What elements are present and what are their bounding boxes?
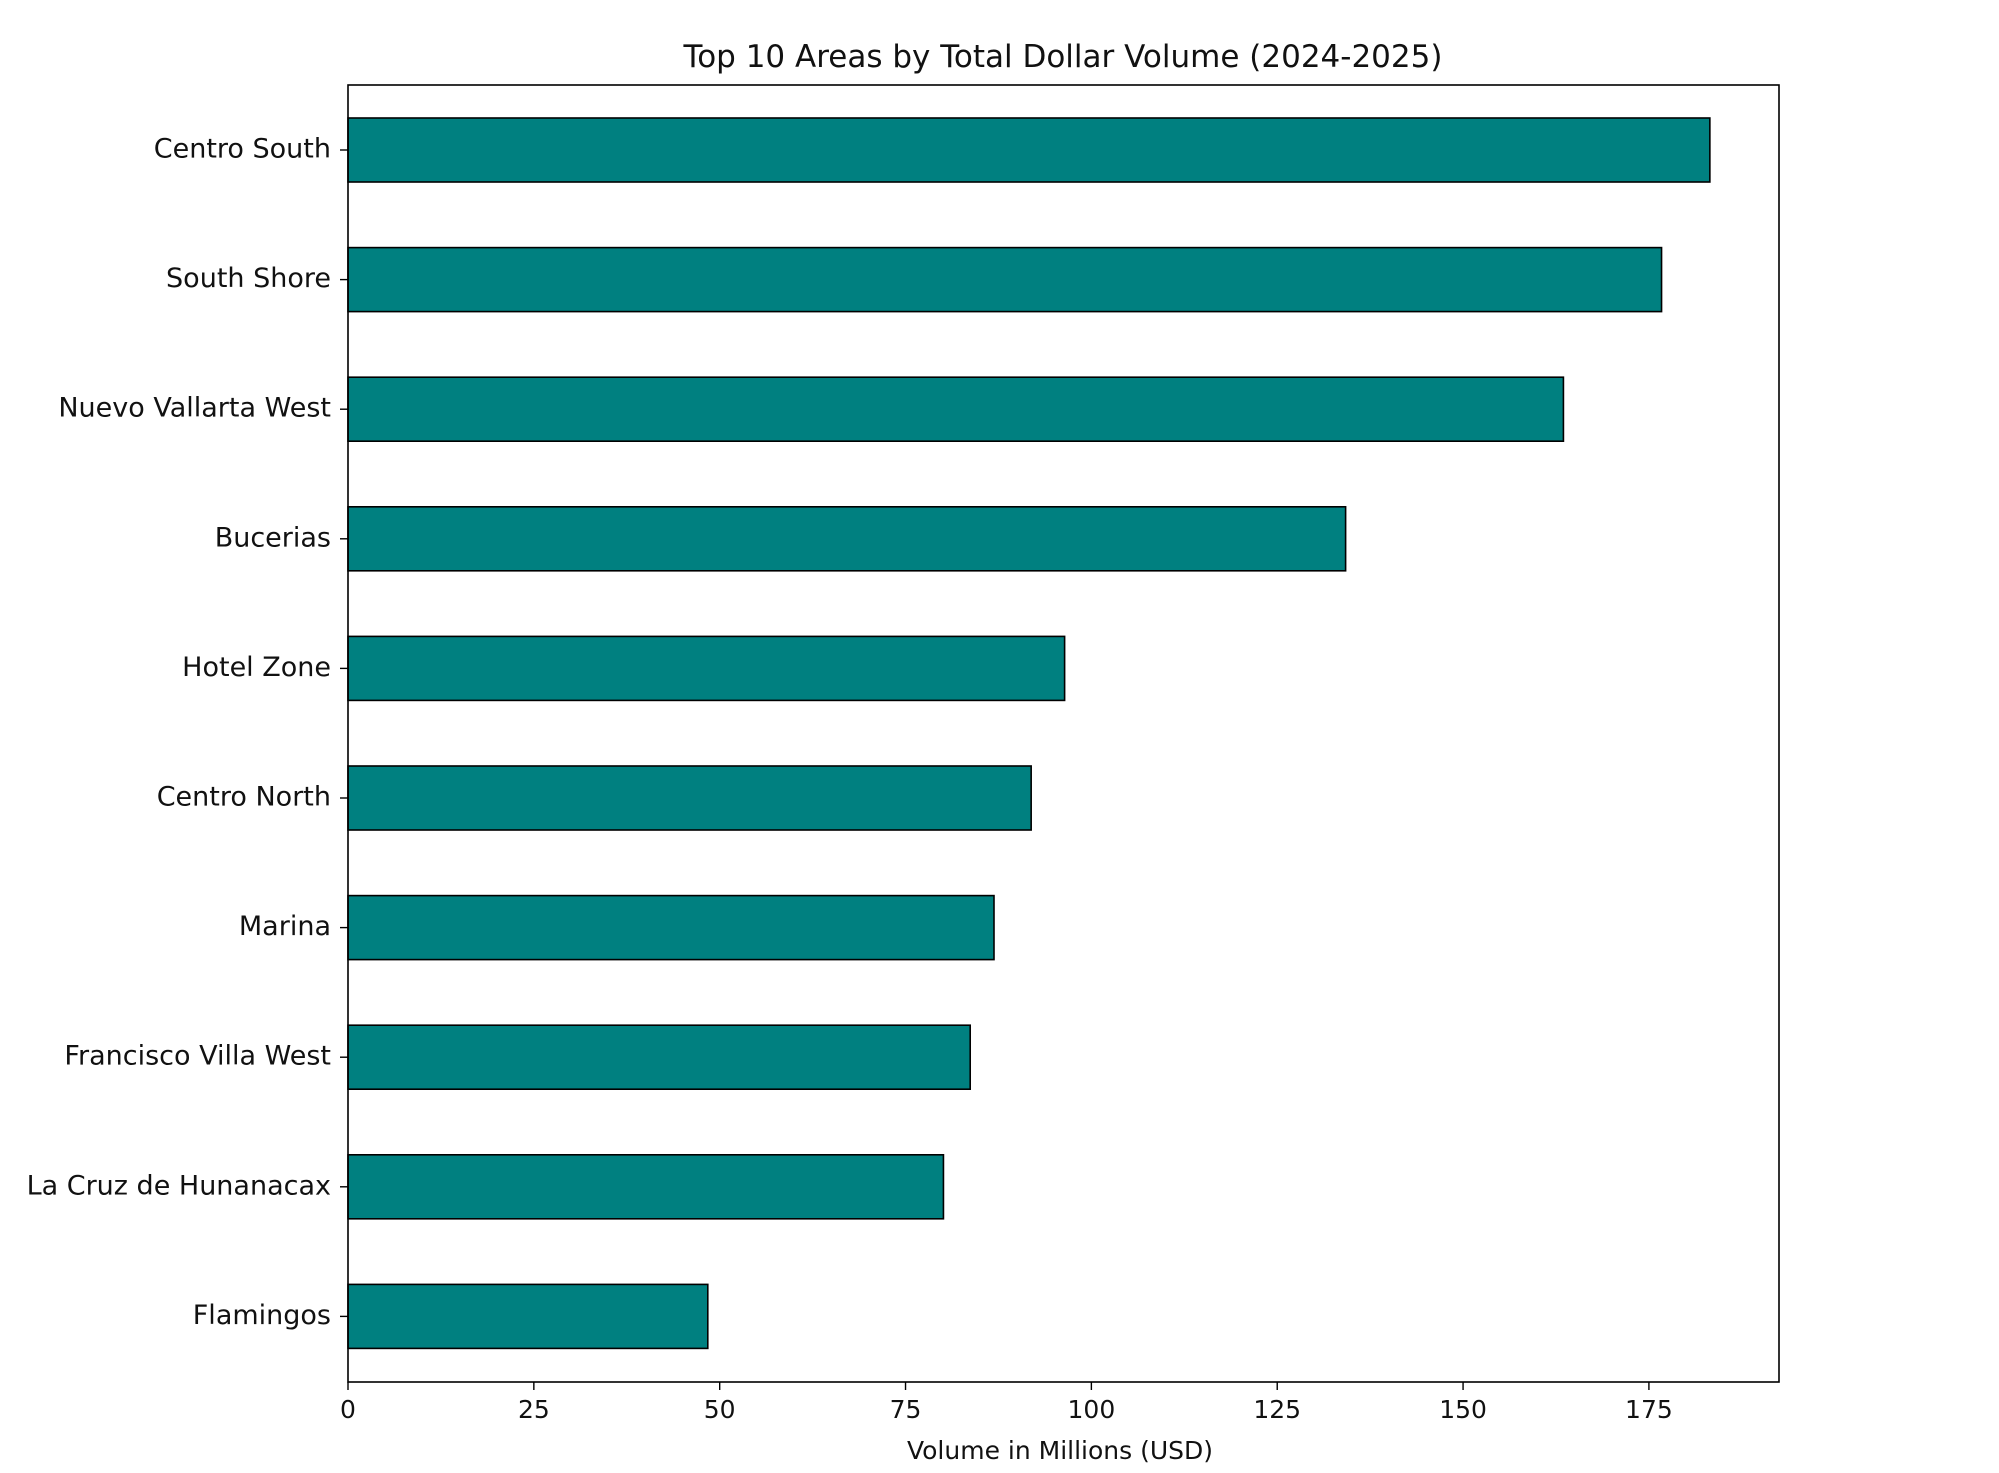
chart-title: Top 10 Areas by Total Dollar Volume (202…	[683, 39, 1443, 75]
y-tick-label: Hotel Zone	[182, 652, 331, 683]
y-tick-label: Marina	[239, 911, 331, 942]
y-axis-ticks: Centro South South Shore Nuevo Vallarta We…	[27, 134, 348, 1331]
x-tick-label: 175	[1625, 1395, 1673, 1424]
y-tick-label: Francisco Villa West	[64, 1041, 331, 1072]
bar-nuevo-vallarta-west	[347, 376, 1565, 443]
x-tick-label: 50	[704, 1395, 736, 1424]
y-tick-label: Nuevo Vallarta West	[58, 393, 331, 424]
x-tick-label: 100	[1068, 1395, 1116, 1424]
bar-centro-south	[347, 117, 1711, 183]
x-tick-label: 25	[518, 1395, 550, 1424]
x-tick-label: 0	[340, 1395, 356, 1424]
x-tick-label: 150	[1439, 1395, 1487, 1424]
plot-frame	[347, 84, 1780, 1383]
y-tick-label: Flamingos	[193, 1300, 331, 1331]
bar-centro-north	[347, 765, 1032, 831]
x-tick-label: 75	[890, 1395, 922, 1424]
bar-la-cruz-de-hunanacax	[347, 1154, 945, 1220]
x-axis-ticks: 0 25 50 75 100 125 150 175	[340, 1382, 1673, 1424]
bar-marina	[347, 894, 995, 961]
bar-bucerias	[347, 505, 1347, 572]
bars-group	[347, 117, 1711, 1350]
y-tick-label: Centro South	[154, 134, 331, 165]
y-tick-label: South Shore	[166, 263, 331, 294]
x-axis-label: Volume in Millions (USD)	[907, 1436, 1213, 1465]
y-tick-label: Centro North	[157, 782, 331, 813]
bar-hotel-zone	[347, 635, 1066, 702]
bar-south-shore	[347, 246, 1663, 313]
bar-flamingos	[347, 1283, 709, 1350]
x-tick-label: 125	[1253, 1395, 1301, 1424]
y-tick-label: La Cruz de Hunanacax	[27, 1170, 331, 1201]
y-tick-label: Bucerias	[215, 522, 331, 553]
bar-francisco-villa-west	[347, 1024, 972, 1090]
